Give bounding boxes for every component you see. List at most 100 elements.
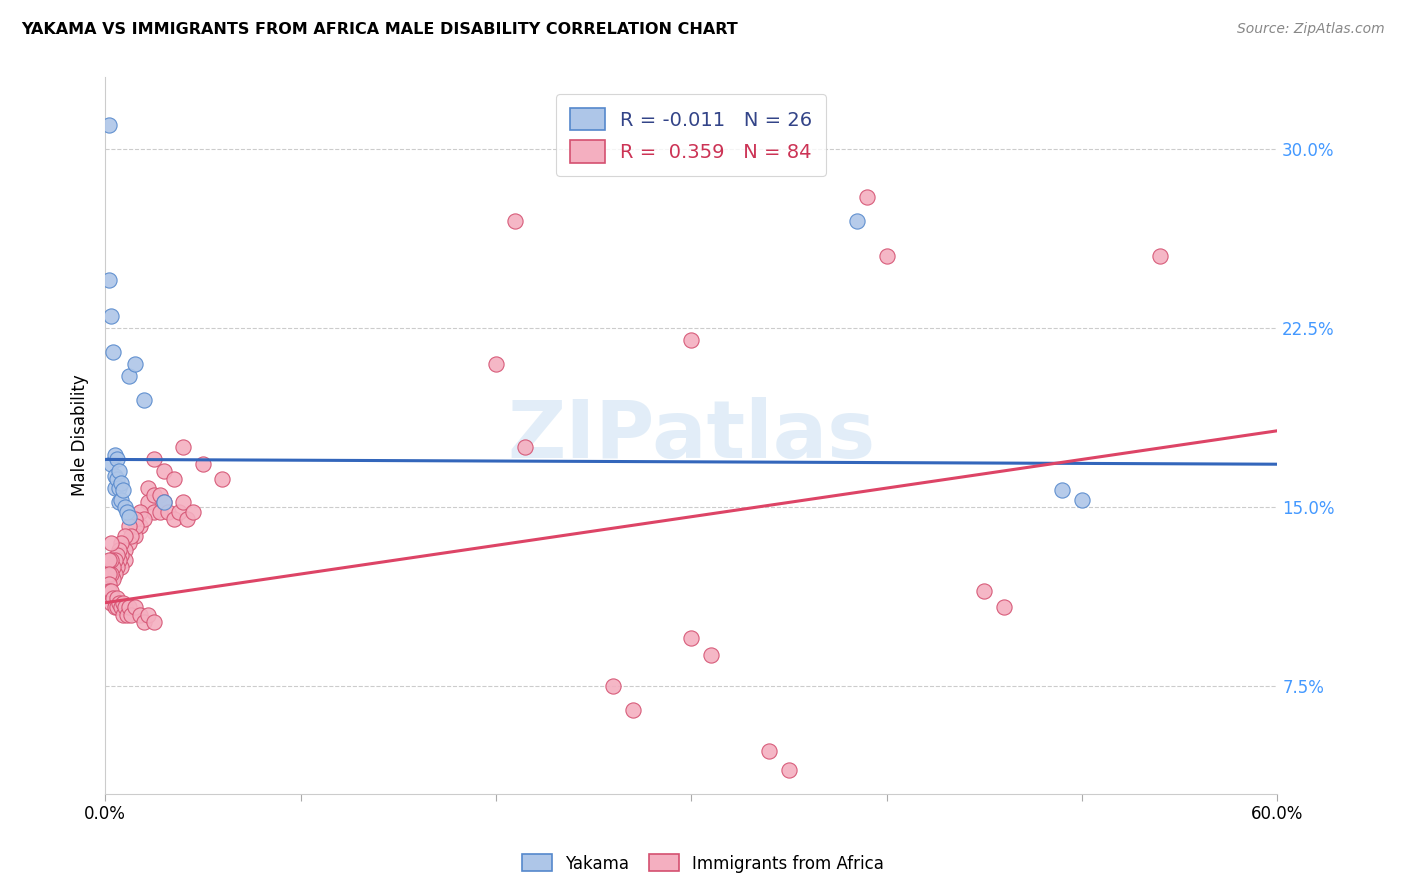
Point [100,567,122,582]
Point [105,600,128,615]
Point [129,519,152,533]
Legend: R = -0.011   N = 26, R =  0.359   N = 84: R = -0.011 N = 26, R = 0.359 N = 84 [557,95,827,177]
Point [101,572,124,586]
Point [100,457,122,471]
Point [778,763,800,777]
Point [505,213,527,227]
Point [118,536,141,550]
Point [111,596,134,610]
Point [162,471,184,485]
Point [114,500,136,515]
Point [172,495,194,509]
Point [143,615,166,629]
Point [114,543,136,558]
Point [114,600,136,615]
Point [162,512,184,526]
Point [98,552,121,566]
Point [114,529,136,543]
Point [602,679,624,693]
Point [129,607,152,622]
Point [104,567,127,582]
Point [101,591,124,605]
Y-axis label: Male Disability: Male Disability [72,375,89,497]
Point [105,452,128,467]
Point [100,596,122,610]
Point [846,213,869,227]
Point [110,476,132,491]
Point [143,488,166,502]
Point [149,505,172,519]
Point [1149,250,1171,264]
Point [118,519,141,533]
Point [108,596,131,610]
Point [124,600,146,615]
Text: ZIPatlas: ZIPatlas [508,397,876,475]
Point [181,505,204,519]
Point [118,600,141,615]
Point [973,583,995,598]
Point [1052,483,1074,498]
Point [681,333,703,347]
Point [758,744,780,758]
Point [169,505,191,519]
Point [176,512,198,526]
Point [136,607,159,622]
Point [100,309,122,323]
Text: YAKAMA VS IMMIGRANTS FROM AFRICA MALE DISABILITY CORRELATION CHART: YAKAMA VS IMMIGRANTS FROM AFRICA MALE DI… [21,22,738,37]
Point [856,190,879,204]
Point [98,583,121,598]
Point [124,512,146,526]
Point [143,452,166,467]
Point [134,615,156,629]
Point [143,505,166,519]
Point [211,471,233,485]
Point [129,505,152,519]
Point [98,567,121,582]
Point [134,512,156,526]
Point [136,481,159,495]
Point [108,495,131,509]
Point [700,648,723,663]
Point [134,392,156,407]
Point [104,448,127,462]
Point [156,505,179,519]
Point [136,495,159,509]
Point [120,607,142,622]
Point [115,505,138,519]
Point [110,548,132,562]
Point [621,703,644,717]
Point [515,441,537,455]
Point [100,552,122,566]
Point [681,632,703,646]
Point [105,548,128,562]
Point [111,607,134,622]
Point [114,552,136,566]
Point [98,118,121,132]
Point [118,509,141,524]
Point [108,543,131,558]
Point [115,607,138,622]
Point [110,493,132,508]
Point [153,495,176,509]
Point [172,441,194,455]
Point [110,536,132,550]
Point [104,552,127,566]
Point [124,357,146,371]
Point [108,481,131,495]
Point [124,529,146,543]
Text: Source: ZipAtlas.com: Source: ZipAtlas.com [1237,22,1385,37]
Point [100,583,122,598]
Point [98,273,121,287]
Point [191,457,214,471]
Point [111,483,134,498]
Point [105,560,128,574]
Point [105,591,128,605]
Point [98,576,121,591]
Point [105,471,128,485]
Point [153,495,176,509]
Point [100,536,122,550]
Point [485,357,508,371]
Point [101,560,124,574]
Point [110,560,132,574]
Point [876,250,898,264]
